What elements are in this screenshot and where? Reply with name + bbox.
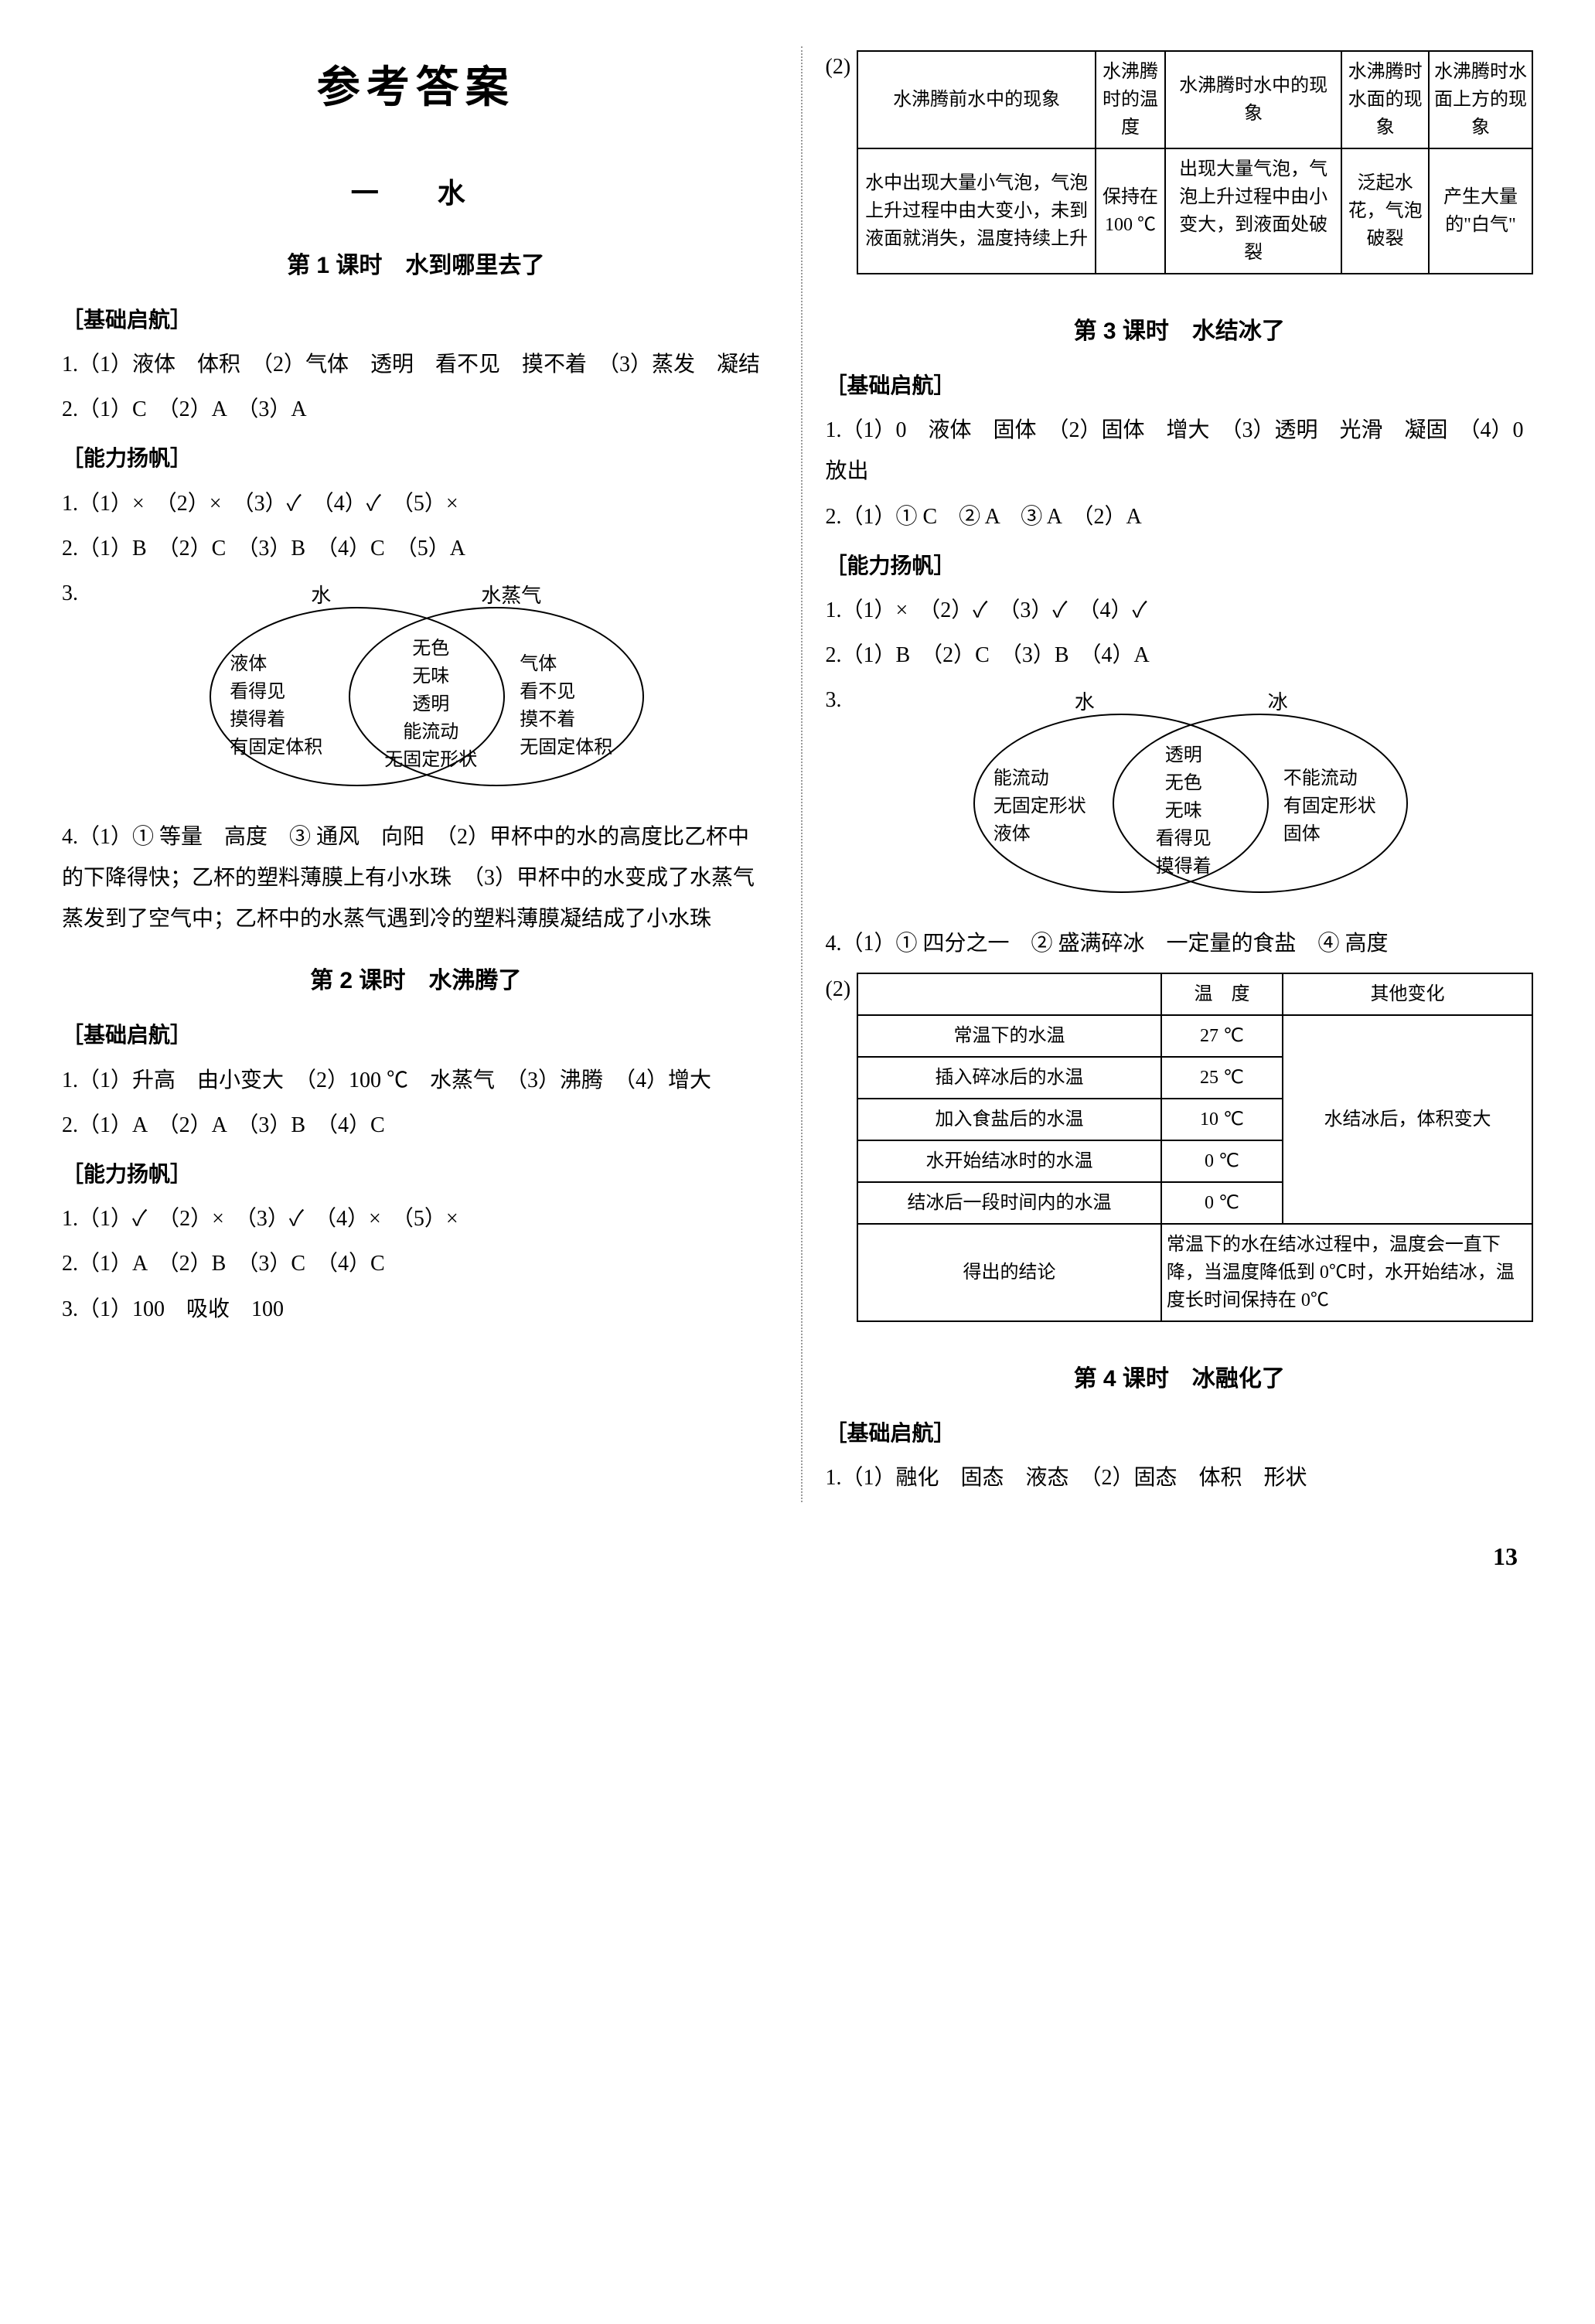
- answer-text: 2.（1）B （2）C （3）B （4）A: [826, 635, 1534, 676]
- venn-label-left: 水: [1075, 683, 1095, 721]
- table-header: 水沸腾时的温度: [1096, 51, 1165, 148]
- table-header: 其他变化: [1283, 973, 1532, 1015]
- answer-text: 2.（1）C （2）A （3）A: [62, 389, 770, 430]
- item-number: (2): [826, 46, 851, 87]
- table-cell: 27 ℃: [1161, 1015, 1283, 1057]
- table-cell: 加入食盐后的水温: [857, 1099, 1161, 1140]
- section-nengli: ［能力扬帆］: [62, 1153, 770, 1194]
- answer-text: 3.（1）100 吸收 100: [62, 1289, 770, 1330]
- item-number: 3.: [826, 680, 842, 721]
- section-jichu: ［基础启航］: [62, 299, 770, 340]
- table-cell: 水开始结冰时的水温: [857, 1140, 1161, 1182]
- answer-text: 1.（1）× （2）✓ （3）✓ （4）✓: [826, 590, 1534, 631]
- unit-title: 一 水: [62, 167, 770, 220]
- table-cell: 常温下的水在结冰过程中，温度会一直下降，当温度降低到 0℃时，水开始结冰，温度长…: [1161, 1224, 1532, 1321]
- left-column: 参考答案 一 水 第 1 课时 水到哪里去了 ［基础启航］ 1.（1）液体 体积…: [62, 46, 770, 1502]
- venn-diagram-water-vapor: 水 水蒸气 液体 看得见 摸得着 有固定体积 无色 无味 透明 能流动 无固定形…: [195, 581, 659, 797]
- table-header: 水沸腾时水面上方的现象: [1429, 51, 1532, 148]
- lesson2-title: 第 2 课时 水沸腾了: [62, 959, 770, 1003]
- table-cell: 得出的结论: [857, 1224, 1161, 1321]
- table-cell: 25 ℃: [1161, 1057, 1283, 1099]
- answer-text: 1.（1）融化 固态 液态 （2）固态 体积 形状: [826, 1457, 1534, 1498]
- page-number: 13: [62, 1533, 1533, 1580]
- table-row: 水中出现大量小气泡，气泡上升过程中由大变小，未到液面就消失，温度持续上升 保持在…: [857, 148, 1532, 274]
- table-row-container: (2) 水沸腾前水中的现象 水沸腾时的温度 水沸腾时水中的现象 水沸腾时水面的现…: [826, 46, 1534, 290]
- boiling-table: 水沸腾前水中的现象 水沸腾时的温度 水沸腾时水中的现象 水沸腾时水面的现象 水沸…: [857, 50, 1533, 274]
- table-cell: 出现大量气泡，气泡上升过程中由小变大，到液面处破裂: [1165, 148, 1341, 274]
- venn-right-items: 气体 看不见 摸不着 无固定体积: [520, 650, 612, 762]
- table-cell: 常温下的水温: [857, 1015, 1161, 1057]
- answer-text: 4.（1）① 四分之一 ② 盛满碎冰 一定量的食盐 ④ 高度: [826, 923, 1534, 964]
- table-header: [857, 973, 1161, 1015]
- table-cell: 产生大量的"白气": [1429, 148, 1532, 274]
- venn-label-left: 水: [311, 577, 331, 615]
- item-number: (2): [826, 969, 851, 1010]
- table-cell: 结冰后一段时间内的水温: [857, 1182, 1161, 1224]
- table-cell: 10 ℃: [1161, 1099, 1283, 1140]
- lesson1-title: 第 1 课时 水到哪里去了: [62, 244, 770, 288]
- table-row: 常温下的水温 27 ℃ 水结冰后，体积变大: [857, 1015, 1532, 1057]
- table-cell: 水中出现大量小气泡，气泡上升过程中由大变小，未到液面就消失，温度持续上升: [857, 148, 1096, 274]
- venn-center-items: 透明 无色 无味 看得见 摸得着: [1156, 741, 1212, 881]
- venn-diagram-water-ice: 水 冰 能流动 无固定形状 液体 透明 无色 无味 看得见 摸得着 不能流动 有…: [959, 687, 1423, 904]
- table-header: 水沸腾时水面的现象: [1341, 51, 1429, 148]
- right-column: (2) 水沸腾前水中的现象 水沸腾时的温度 水沸腾时水中的现象 水沸腾时水面的现…: [801, 46, 1534, 1502]
- answer-text: 2.（1）B （2）C （3）B （4）C （5）A: [62, 528, 770, 569]
- lesson4-title: 第 4 课时 冰融化了: [826, 1357, 1534, 1401]
- answer-text: 4.（1）① 等量 高度 ③ 通风 向阳 （2）甲杯中的水的高度比乙杯中的下降得…: [62, 816, 770, 940]
- main-title: 参考答案: [62, 46, 770, 128]
- item-number: 3.: [62, 573, 78, 614]
- table-cell: 0 ℃: [1161, 1182, 1283, 1224]
- venn-label-right: 冰: [1268, 683, 1288, 721]
- venn-left-items: 液体 看得见 摸得着 有固定体积: [230, 650, 322, 762]
- section-jichu: ［基础启航］: [826, 1412, 1534, 1453]
- table-cell: 插入碎冰后的水温: [857, 1057, 1161, 1099]
- answer-text: 1.（1）✓ （2）× （3）✓ （4）× （5）×: [62, 1198, 770, 1239]
- answer-text: 1.（1）液体 体积 （2）气体 透明 看不见 摸不着 （3）蒸发 凝结: [62, 344, 770, 385]
- section-nengli: ［能力扬帆］: [62, 438, 770, 479]
- table-row: 水沸腾前水中的现象 水沸腾时的温度 水沸腾时水中的现象 水沸腾时水面的现象 水沸…: [857, 51, 1532, 148]
- answer-text: 2.（1）A （2）A （3）B （4）C: [62, 1105, 770, 1146]
- table-header: 水沸腾时水中的现象: [1165, 51, 1341, 148]
- venn-label-right: 水蒸气: [481, 577, 541, 615]
- table-row: 得出的结论 常温下的水在结冰过程中，温度会一直下降，当温度降低到 0℃时，水开始…: [857, 1224, 1532, 1321]
- section-nengli: ［能力扬帆］: [826, 545, 1534, 586]
- venn-right-items: 不能流动 有固定形状 固体: [1283, 765, 1376, 848]
- table-row-container: (2) 温 度 其他变化 常温下的水温 27 ℃ 水结冰后，体积变大 插入碎冰后…: [826, 969, 1534, 1337]
- table-cell: 泛起水花，气泡破裂: [1341, 148, 1429, 274]
- table-row: 温 度 其他变化: [857, 973, 1532, 1015]
- section-jichu: ［基础启航］: [62, 1014, 770, 1055]
- table-cell: 0 ℃: [1161, 1140, 1283, 1182]
- table-header: 水沸腾前水中的现象: [857, 51, 1096, 148]
- venn-row: 3. 水 水蒸气 液体 看得见 摸得着 有固定体积 无色 无味 透明 能流动 无…: [62, 573, 770, 813]
- section-jichu: ［基础启航］: [826, 365, 1534, 406]
- answer-text: 1.（1）× （2）× （3）✓ （4）✓ （5）×: [62, 483, 770, 524]
- lesson3-title: 第 3 课时 水结冰了: [826, 309, 1534, 353]
- table-cell: 保持在100 ℃: [1096, 148, 1165, 274]
- venn-center-items: 无色 无味 透明 能流动 无固定形状: [384, 635, 477, 774]
- table-header: 温 度: [1161, 973, 1283, 1015]
- table-cell: 水结冰后，体积变大: [1283, 1015, 1532, 1224]
- venn-left-items: 能流动 无固定形状 液体: [993, 765, 1086, 848]
- answer-text: 1.（1）升高 由小变大 （2）100 ℃ 水蒸气 （3）沸腾 （4）增大: [62, 1060, 770, 1101]
- answer-text: 2.（1）A （2）B （3）C （4）C: [62, 1243, 770, 1284]
- page-container: 参考答案 一 水 第 1 课时 水到哪里去了 ［基础启航］ 1.（1）液体 体积…: [62, 46, 1533, 1502]
- answer-text: 2.（1）① C ② A ③ A （2）A: [826, 496, 1534, 537]
- venn-row: 3. 水 冰 能流动 无固定形状 液体 透明 无色 无味 看得见 摸得着 不能流…: [826, 680, 1534, 919]
- freezing-table: 温 度 其他变化 常温下的水温 27 ℃ 水结冰后，体积变大 插入碎冰后的水温 …: [857, 973, 1533, 1322]
- answer-text: 1.（1）0 液体 固体 （2）固体 增大 （3）透明 光滑 凝固 （4）0 放…: [826, 410, 1534, 492]
